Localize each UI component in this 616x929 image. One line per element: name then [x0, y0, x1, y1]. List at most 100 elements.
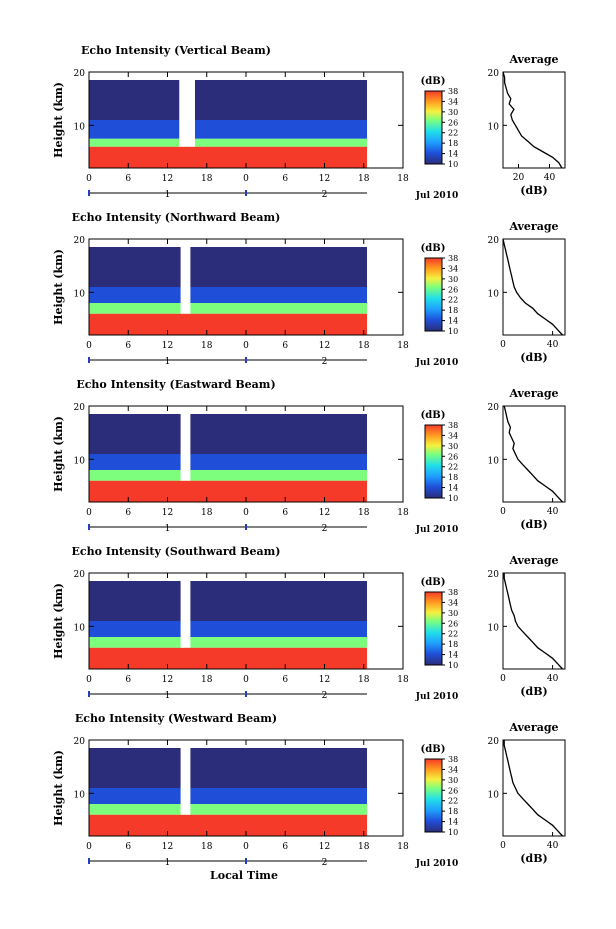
average-x-tick-label: 40 — [547, 841, 559, 851]
colorbar — [424, 424, 443, 499]
heatmap-band-2 — [89, 470, 368, 481]
average-profile-line — [502, 71, 563, 169]
colorbar-unit: (dB) — [421, 577, 446, 588]
average-profile-line — [503, 405, 563, 503]
colorbar-tick-label: 18 — [448, 640, 458, 649]
colorbar — [424, 90, 443, 165]
x-tick-label: 12 — [162, 675, 173, 685]
colorbar-tick-label: 10 — [448, 327, 458, 336]
colorbar-tick-label: 38 — [448, 421, 458, 430]
colorbar-tick-label: 26 — [448, 452, 458, 461]
x-tick-label: 18 — [201, 174, 213, 184]
x-tick-label: 6 — [125, 842, 131, 852]
average-y-tick-label: 10 — [488, 456, 500, 466]
average-title: Average — [508, 554, 558, 567]
average-profile-line — [503, 573, 563, 670]
heatmap-band-2 — [89, 804, 368, 815]
x-tick-label: 6 — [125, 508, 131, 518]
average-x-tick-label: 0 — [500, 340, 506, 350]
heatmap — [89, 406, 403, 502]
average-y-tick-label: 20 — [488, 737, 500, 747]
average-y-tick-label: 20 — [488, 403, 500, 413]
x-tick-label: 18 — [397, 508, 409, 518]
heatmap-band-2 — [89, 303, 368, 314]
heatmap-band-3 — [89, 454, 368, 470]
colorbar-tick-label: 34 — [448, 97, 458, 106]
panel-3: Echo Intensity (Eastward Beam) 10 20 Height… — [52, 378, 566, 535]
colorbar-tick-label: 26 — [448, 285, 458, 294]
average-frame — [502, 71, 566, 169]
y-axis-label: Height (km) — [52, 249, 65, 325]
y-tick-label: 10 — [74, 289, 86, 299]
y-tick-label: 20 — [74, 403, 86, 413]
x-tick-label: 18 — [201, 341, 213, 351]
date-label: Jul 2010 — [415, 692, 458, 702]
x-tick-label: 18 — [201, 842, 213, 852]
x-tick-label: 12 — [319, 341, 330, 351]
x-tick-label: 12 — [319, 675, 330, 685]
average-frame — [502, 405, 566, 503]
average-title: Average — [508, 53, 558, 66]
heatmap-missing-top — [89, 740, 368, 748]
heatmap-missing-interval — [180, 573, 191, 648]
colorbar-tick-label: 10 — [448, 160, 458, 169]
average-frame — [502, 238, 566, 336]
colorbar — [424, 758, 443, 833]
colorbar-unit: (dB) — [421, 243, 446, 254]
average-profile-line — [502, 238, 563, 336]
x-tick-label: 6 — [282, 341, 288, 351]
colorbar-tick-label: 38 — [448, 755, 458, 764]
colorbar-tick-label: 34 — [448, 264, 458, 273]
y-tick-label: 10 — [74, 122, 86, 132]
panel-title: Echo Intensity (Northward Beam) — [72, 211, 281, 224]
average-x-tick-label: 40 — [544, 173, 556, 183]
x-axis-label-local-time: Local Time — [210, 869, 278, 882]
x-tick-label: 0 — [243, 174, 249, 184]
panels-layer: Echo Intensity (Vertical Beam)1020Height… — [52, 44, 566, 869]
panel-title: Echo Intensity (Eastward Beam) — [76, 378, 275, 391]
date-label: Jul 2010 — [415, 525, 458, 535]
heatmap-missing-interval — [180, 239, 191, 314]
average-title: Average — [508, 721, 558, 734]
y-tick-label: 10 — [74, 790, 86, 800]
y-tick-label: 10 — [74, 456, 86, 466]
heatmap-band-3 — [89, 788, 368, 804]
x-tick-label: 18 — [358, 508, 370, 518]
heatmap-band-1 — [89, 146, 368, 168]
day-label: 2 — [322, 357, 328, 367]
average-y-tick-label: 20 — [488, 236, 500, 246]
panel-title: Echo Intensity (Vertical Beam) — [81, 44, 271, 57]
panel-5: Echo Intensity (Westward Beam)1020Height… — [52, 712, 566, 869]
colorbar-tick-label: 22 — [448, 463, 458, 472]
day-label: 2 — [322, 858, 328, 868]
average-frame — [502, 739, 566, 837]
heatmap-missing-interval — [180, 740, 191, 815]
x-tick-label: 6 — [282, 675, 288, 685]
colorbar-tick-label: 34 — [448, 765, 458, 774]
average-x-tick-label: 20 — [513, 173, 525, 183]
y-axis-label: Height (km) — [52, 416, 65, 492]
x-tick-label: 18 — [397, 842, 409, 852]
x-tick-label: 12 — [162, 508, 173, 518]
colorbar-tick-label: 34 — [448, 431, 458, 440]
x-tick-label: 18 — [358, 842, 370, 852]
x-tick-label: 12 — [162, 341, 173, 351]
date-label: Jul 2010 — [415, 859, 458, 869]
colorbar-tick-label: 26 — [448, 786, 458, 795]
average-x-tick-label: 40 — [547, 340, 559, 350]
x-tick-label: 6 — [125, 174, 131, 184]
panel-4: Echo Intensity (Southward Beam)1020Heigh… — [52, 545, 566, 702]
heatmap-band-1 — [89, 313, 368, 335]
colorbar — [424, 591, 443, 666]
y-axis-label: Height (km) — [52, 750, 65, 826]
y-axis-label: Height (km) — [52, 583, 65, 659]
x-tick-label: 12 — [319, 508, 330, 518]
y-axis-label: Height (km) — [52, 82, 65, 158]
colorbar-tick-label: 34 — [448, 598, 458, 607]
heatmap-missing-top — [89, 406, 368, 414]
day-label: 2 — [322, 524, 328, 534]
x-tick-label: 12 — [319, 174, 330, 184]
x-tick-label: 0 — [86, 174, 92, 184]
x-tick-label: 6 — [125, 341, 131, 351]
